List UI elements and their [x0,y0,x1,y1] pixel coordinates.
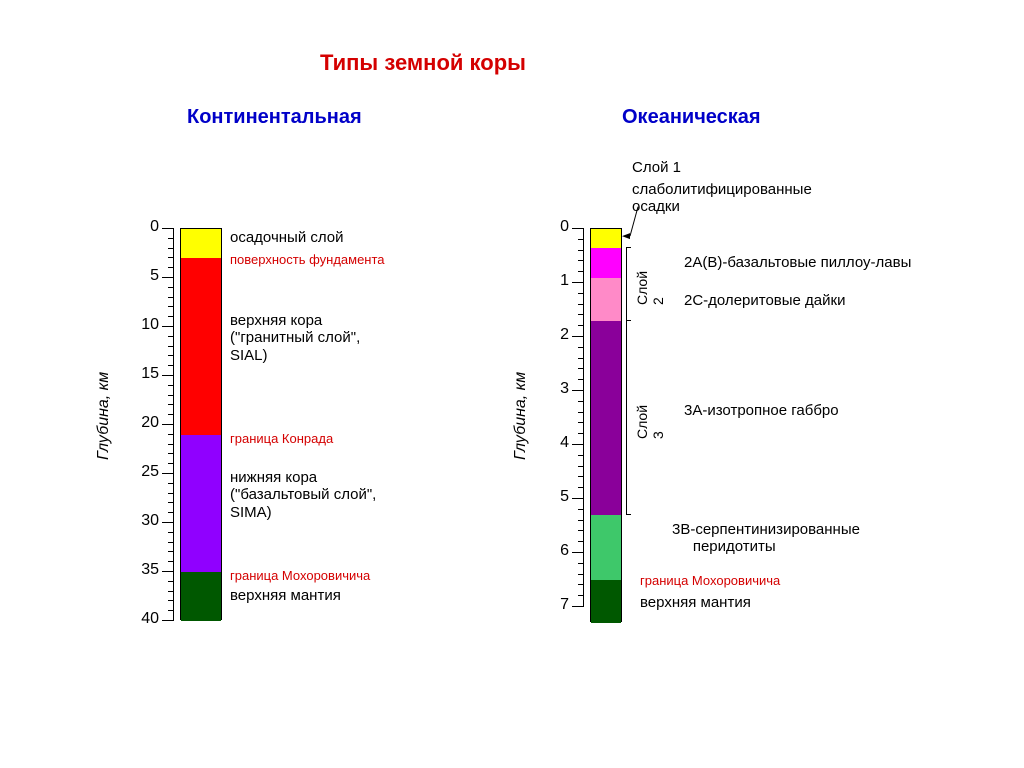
oceanic-scale: 01234567 [545,228,585,628]
scale-tick-label: 7 [541,596,569,614]
layer-label: осадочный слой [230,229,344,246]
layer-label: 2C-долеритовые дайки [684,292,845,309]
layer [591,278,621,321]
layer [181,435,221,572]
layer [181,258,221,434]
scale-tick-label: 6 [541,542,569,560]
scale-tick-label: 35 [131,561,159,579]
layer [181,229,221,258]
layer-label: 2A(B)-базальтовые пиллоу-лавы [684,254,911,271]
continental-scale: 0510152025303540 [135,228,175,628]
scale-tick-label: 40 [131,610,159,628]
group-label: Слой 3 [634,405,666,439]
layer-label: 3B-серпентинизированные перидотиты [672,521,860,556]
scale-tick-label: 0 [541,218,569,236]
oceanic-axis-label: Глубина, км [512,372,530,460]
layer-label: верхняя мантия [230,587,341,604]
scale-tick-label: 1 [541,272,569,290]
scale-tick-label: 10 [131,316,159,334]
layer-label: верхняя кора ("гранитный слой", SIAL) [230,312,360,364]
continental-title: Континентальная [187,106,362,129]
main-title: Типы земной коры [320,50,526,76]
scale-tick-label: 4 [541,434,569,452]
layer-label: 3A-изотропное габбро [684,402,839,419]
continental-axis-label: Глубина, км [95,372,113,460]
continental-bar [180,228,222,620]
layer-label: нижняя кора ("базальтовый слой", SIMA) [230,469,376,521]
layer-label: верхняя мантия [640,594,751,611]
layer-label: граница Мохоровичича [230,569,370,584]
layer [591,515,621,580]
layer [591,321,621,515]
layer-label: граница Мохоровичича [640,574,780,589]
scale-tick-label: 5 [541,488,569,506]
layer [181,572,221,621]
layer-label: Слой 1 [632,159,681,176]
scale-tick-label: 25 [131,463,159,481]
scale-tick-label: 15 [131,365,159,383]
scale-tick-label: 3 [541,380,569,398]
layer [591,248,621,278]
layer [591,580,621,623]
oceanic-title: Океаническая [622,106,761,129]
layer-label: граница Конрада [230,432,333,447]
layer [591,229,621,248]
oceanic-bar [590,228,622,622]
scale-tick-label: 2 [541,326,569,344]
layer-label: слаболитифицированные осадки [632,181,812,216]
scale-tick-label: 0 [131,218,159,236]
scale-tick-label: 30 [131,512,159,530]
scale-tick-label: 20 [131,414,159,432]
group-label: Слой 2 [634,271,666,305]
layer-label: поверхность фундамента [230,253,385,268]
scale-tick-label: 5 [131,267,159,285]
